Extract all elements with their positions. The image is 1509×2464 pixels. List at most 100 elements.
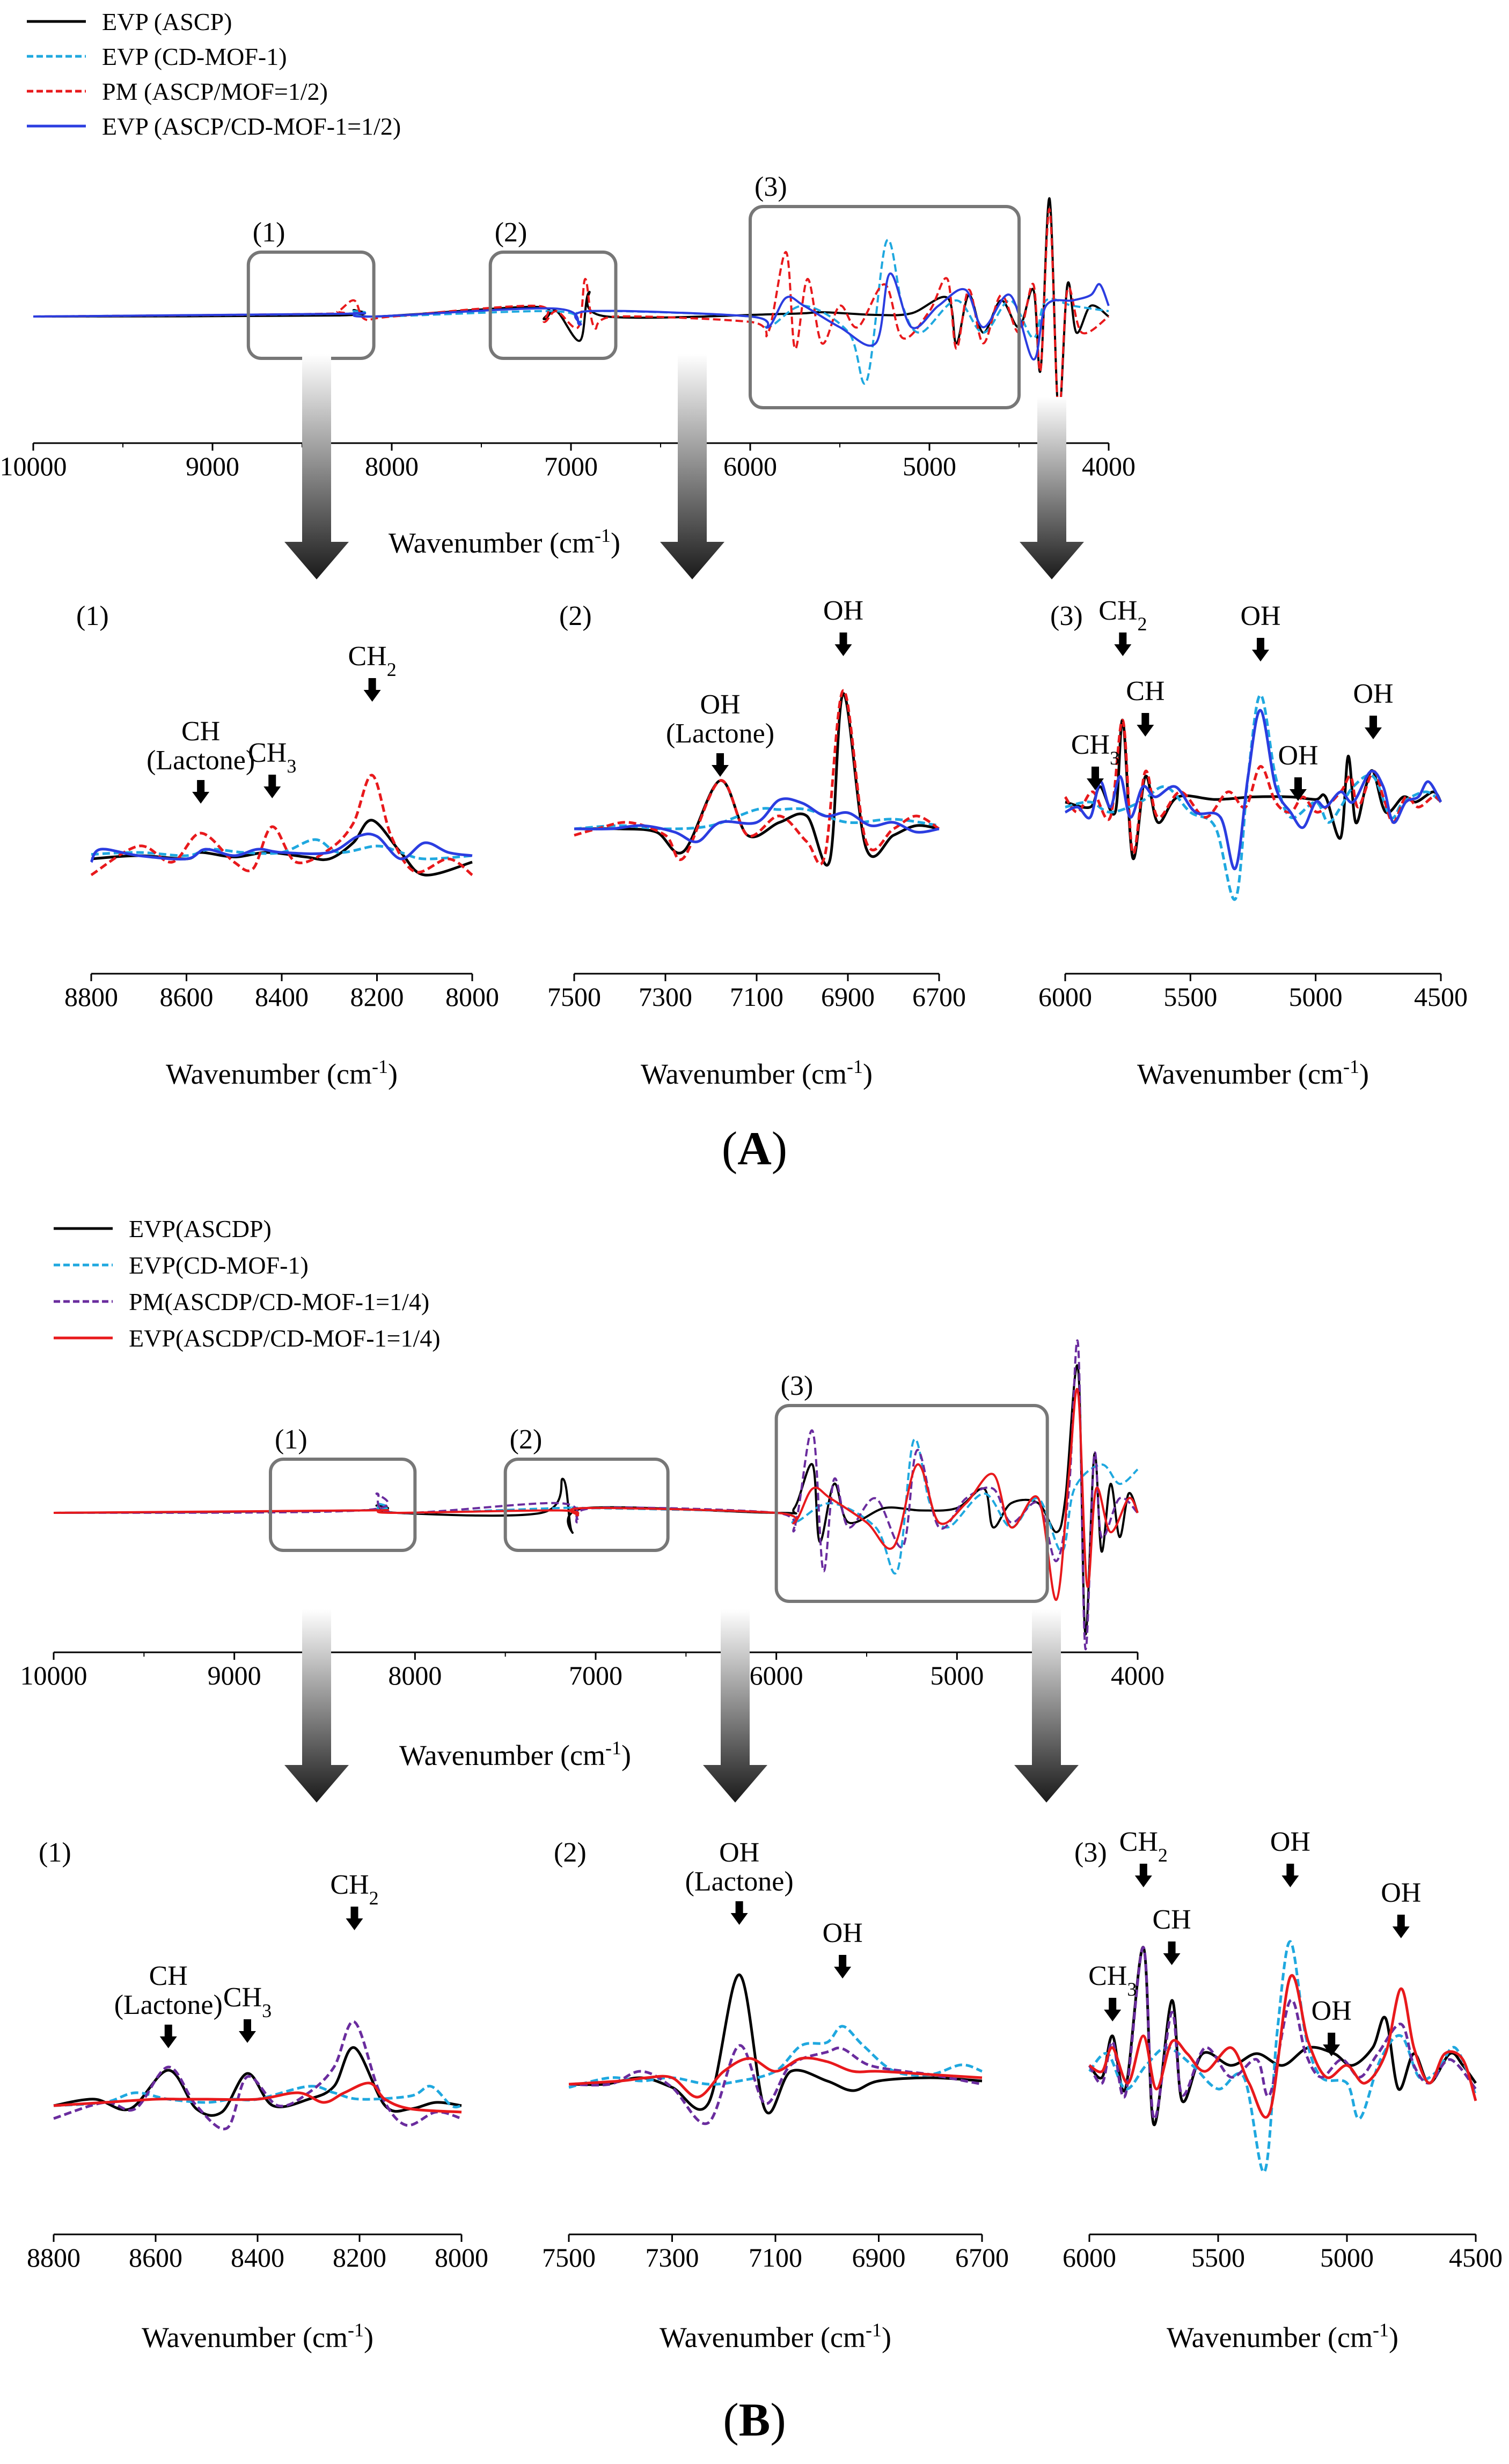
x-tick-label: 8400: [255, 982, 309, 1012]
down-arrow-icon: [263, 775, 281, 798]
x-axis-label: Wavenumber (cm-1): [641, 1056, 873, 1090]
series-line-purple: [53, 1339, 1139, 1651]
zoom-box: [503, 1458, 670, 1552]
superscript: -1: [1343, 1056, 1359, 1077]
legend-entry: EVP (CD-MOF-1): [102, 43, 287, 70]
down-arrow-icon: [834, 1955, 852, 1978]
peak-annotation-label: OH: [719, 1837, 759, 1868]
x-tick-label: 4000: [1082, 451, 1136, 481]
series-line-purple: [568, 2044, 983, 2125]
chart-A2: 7500 7300 7100 6900 6700 Wavenumber (cm-1) (2)…: [547, 595, 966, 1090]
subpanel-label: (1): [39, 1837, 71, 1868]
x-axis-label: Wavenumber (cm-1): [1137, 1056, 1369, 1090]
zoom-arrow-icon: [284, 1609, 349, 1803]
chart-B1: 8800 8600 8400 8200 8000 Wavenumber (cm-1) (1)…: [27, 1837, 488, 2353]
x-tick-label: 4500: [1449, 2242, 1503, 2272]
x-tick-label: 10000: [20, 1660, 87, 1690]
series-line-cyan: [574, 807, 940, 830]
series-line-blue: [574, 797, 940, 843]
x-tick-label: 6900: [821, 982, 875, 1012]
x-tick-label: 6000: [723, 451, 777, 481]
down-arrow-icon: [346, 1907, 363, 1930]
peak-annotation-label: OH: [1270, 1827, 1310, 1857]
down-arrow-icon: [192, 780, 210, 804]
series-line-purple: [53, 2020, 462, 2131]
zoom-box: [488, 251, 618, 360]
peak-annotation-label: CH3: [1071, 730, 1119, 769]
legend-entry: EVP(CD-MOF-1): [129, 1252, 309, 1279]
legend-entry: EVP(ASCDP/CD-MOF-1=1/4): [129, 1325, 441, 1352]
down-arrow-icon: [1281, 1864, 1299, 1887]
zoom-box: [269, 1458, 417, 1552]
series-line-red: [33, 208, 1110, 415]
x-tick-label: 5500: [1191, 2242, 1245, 2272]
x-tick-label: 8000: [388, 1660, 442, 1690]
peak-annotation-label: CH: [1152, 1904, 1191, 1935]
closing-paren: ): [364, 2321, 373, 2353]
x-tick-label: 5000: [1320, 2242, 1374, 2272]
down-arrow-icon: [1087, 767, 1104, 790]
x-axis-label: Wavenumber (cm-1): [399, 1737, 631, 1771]
x-tick-label: 8400: [231, 2242, 284, 2272]
closing-paren: ): [882, 2321, 891, 2353]
down-arrow-icon: [1323, 2033, 1340, 2056]
x-tick-label: 7100: [749, 2242, 802, 2272]
peak-annotation-label: CH2: [330, 1870, 378, 1909]
closing-paren: ): [1359, 1058, 1369, 1090]
zoom-box-label: (3): [781, 1371, 814, 1401]
peak-annotation-label: CH2: [1098, 595, 1147, 635]
figure-label-a: (A): [722, 1123, 787, 1175]
superscript: -1: [372, 1056, 388, 1077]
x-tick-label: 7100: [730, 982, 783, 1012]
down-arrow-icon: [1163, 1941, 1181, 1965]
x-tick-label: 6900: [852, 2242, 906, 2272]
series-line-red: [53, 2081, 462, 2114]
x-tick-label: 5500: [1163, 982, 1217, 1012]
series-line-blue: [33, 272, 1110, 361]
series-line-cyan: [53, 1438, 1139, 1575]
down-arrow-icon: [1290, 777, 1307, 801]
x-tick-label: 4500: [1414, 982, 1468, 1012]
peak-annotation-label: CH3: [248, 738, 296, 777]
peak-annotation-label: OH: [1381, 1878, 1421, 1908]
x-tick-label: 9000: [186, 451, 239, 481]
chart-A1: 8800 8600 8400 8200 8000 Wavenumber (cm-1) (1)…: [64, 601, 499, 1090]
legend-entry: EVP (ASCP/CD-MOF-1=1/2): [102, 113, 401, 140]
peak-annotation-label: OH: [823, 595, 863, 626]
peak-annotation-label: OH: [1353, 679, 1393, 709]
x-axis-label: Wavenumber (cm-1): [660, 2319, 891, 2353]
superscript: -1: [847, 1056, 863, 1077]
chart-B2: 7500 7300 7100 6900 6700 Wavenumber (cm-1) (2)…: [542, 1837, 1009, 2353]
down-arrow-icon: [730, 1901, 748, 1925]
peak-annotation-label: OH: [1240, 601, 1280, 631]
down-arrow-icon: [1252, 638, 1269, 661]
superscript: -1: [866, 2319, 882, 2341]
peak-annotation-sublabel: (Lactone): [146, 745, 255, 776]
x-tick-label: 6700: [955, 2242, 1009, 2272]
closing-paren: ): [1389, 2321, 1398, 2353]
legend-entry: EVP(ASCDP): [129, 1215, 272, 1242]
x-tick-label: 5000: [903, 451, 956, 481]
peak-annotation-label: CH: [181, 716, 220, 747]
series-line-red: [90, 774, 473, 877]
x-tick-label: 9000: [208, 1660, 261, 1690]
down-arrow-icon: [1392, 1915, 1410, 1938]
series-line-red: [1088, 1974, 1477, 2119]
down-arrow-icon: [159, 2025, 177, 2048]
x-tick-label: 7300: [639, 982, 692, 1012]
x-axis-label: Wavenumber (cm-1): [142, 2319, 373, 2353]
zoom-box-label: (2): [510, 1424, 543, 1455]
peak-annotation-label: CH3: [223, 1982, 272, 2021]
peak-annotation-sublabel: (Lactone): [114, 1990, 223, 2020]
down-arrow-icon: [1104, 1998, 1122, 2021]
closing-paren: ): [611, 527, 620, 559]
x-tick-label: 8000: [445, 982, 499, 1012]
subpanel-label: (2): [554, 1837, 587, 1868]
peak-annotation-label: OH: [1312, 1996, 1352, 2026]
zoom-box: [749, 205, 1021, 409]
x-tick-label: 8200: [333, 2242, 386, 2272]
subpanel-label: (3): [1050, 601, 1083, 631]
peak-annotation-label: CH3: [1088, 1961, 1137, 2000]
zoom-arrow-icon: [1020, 397, 1084, 579]
